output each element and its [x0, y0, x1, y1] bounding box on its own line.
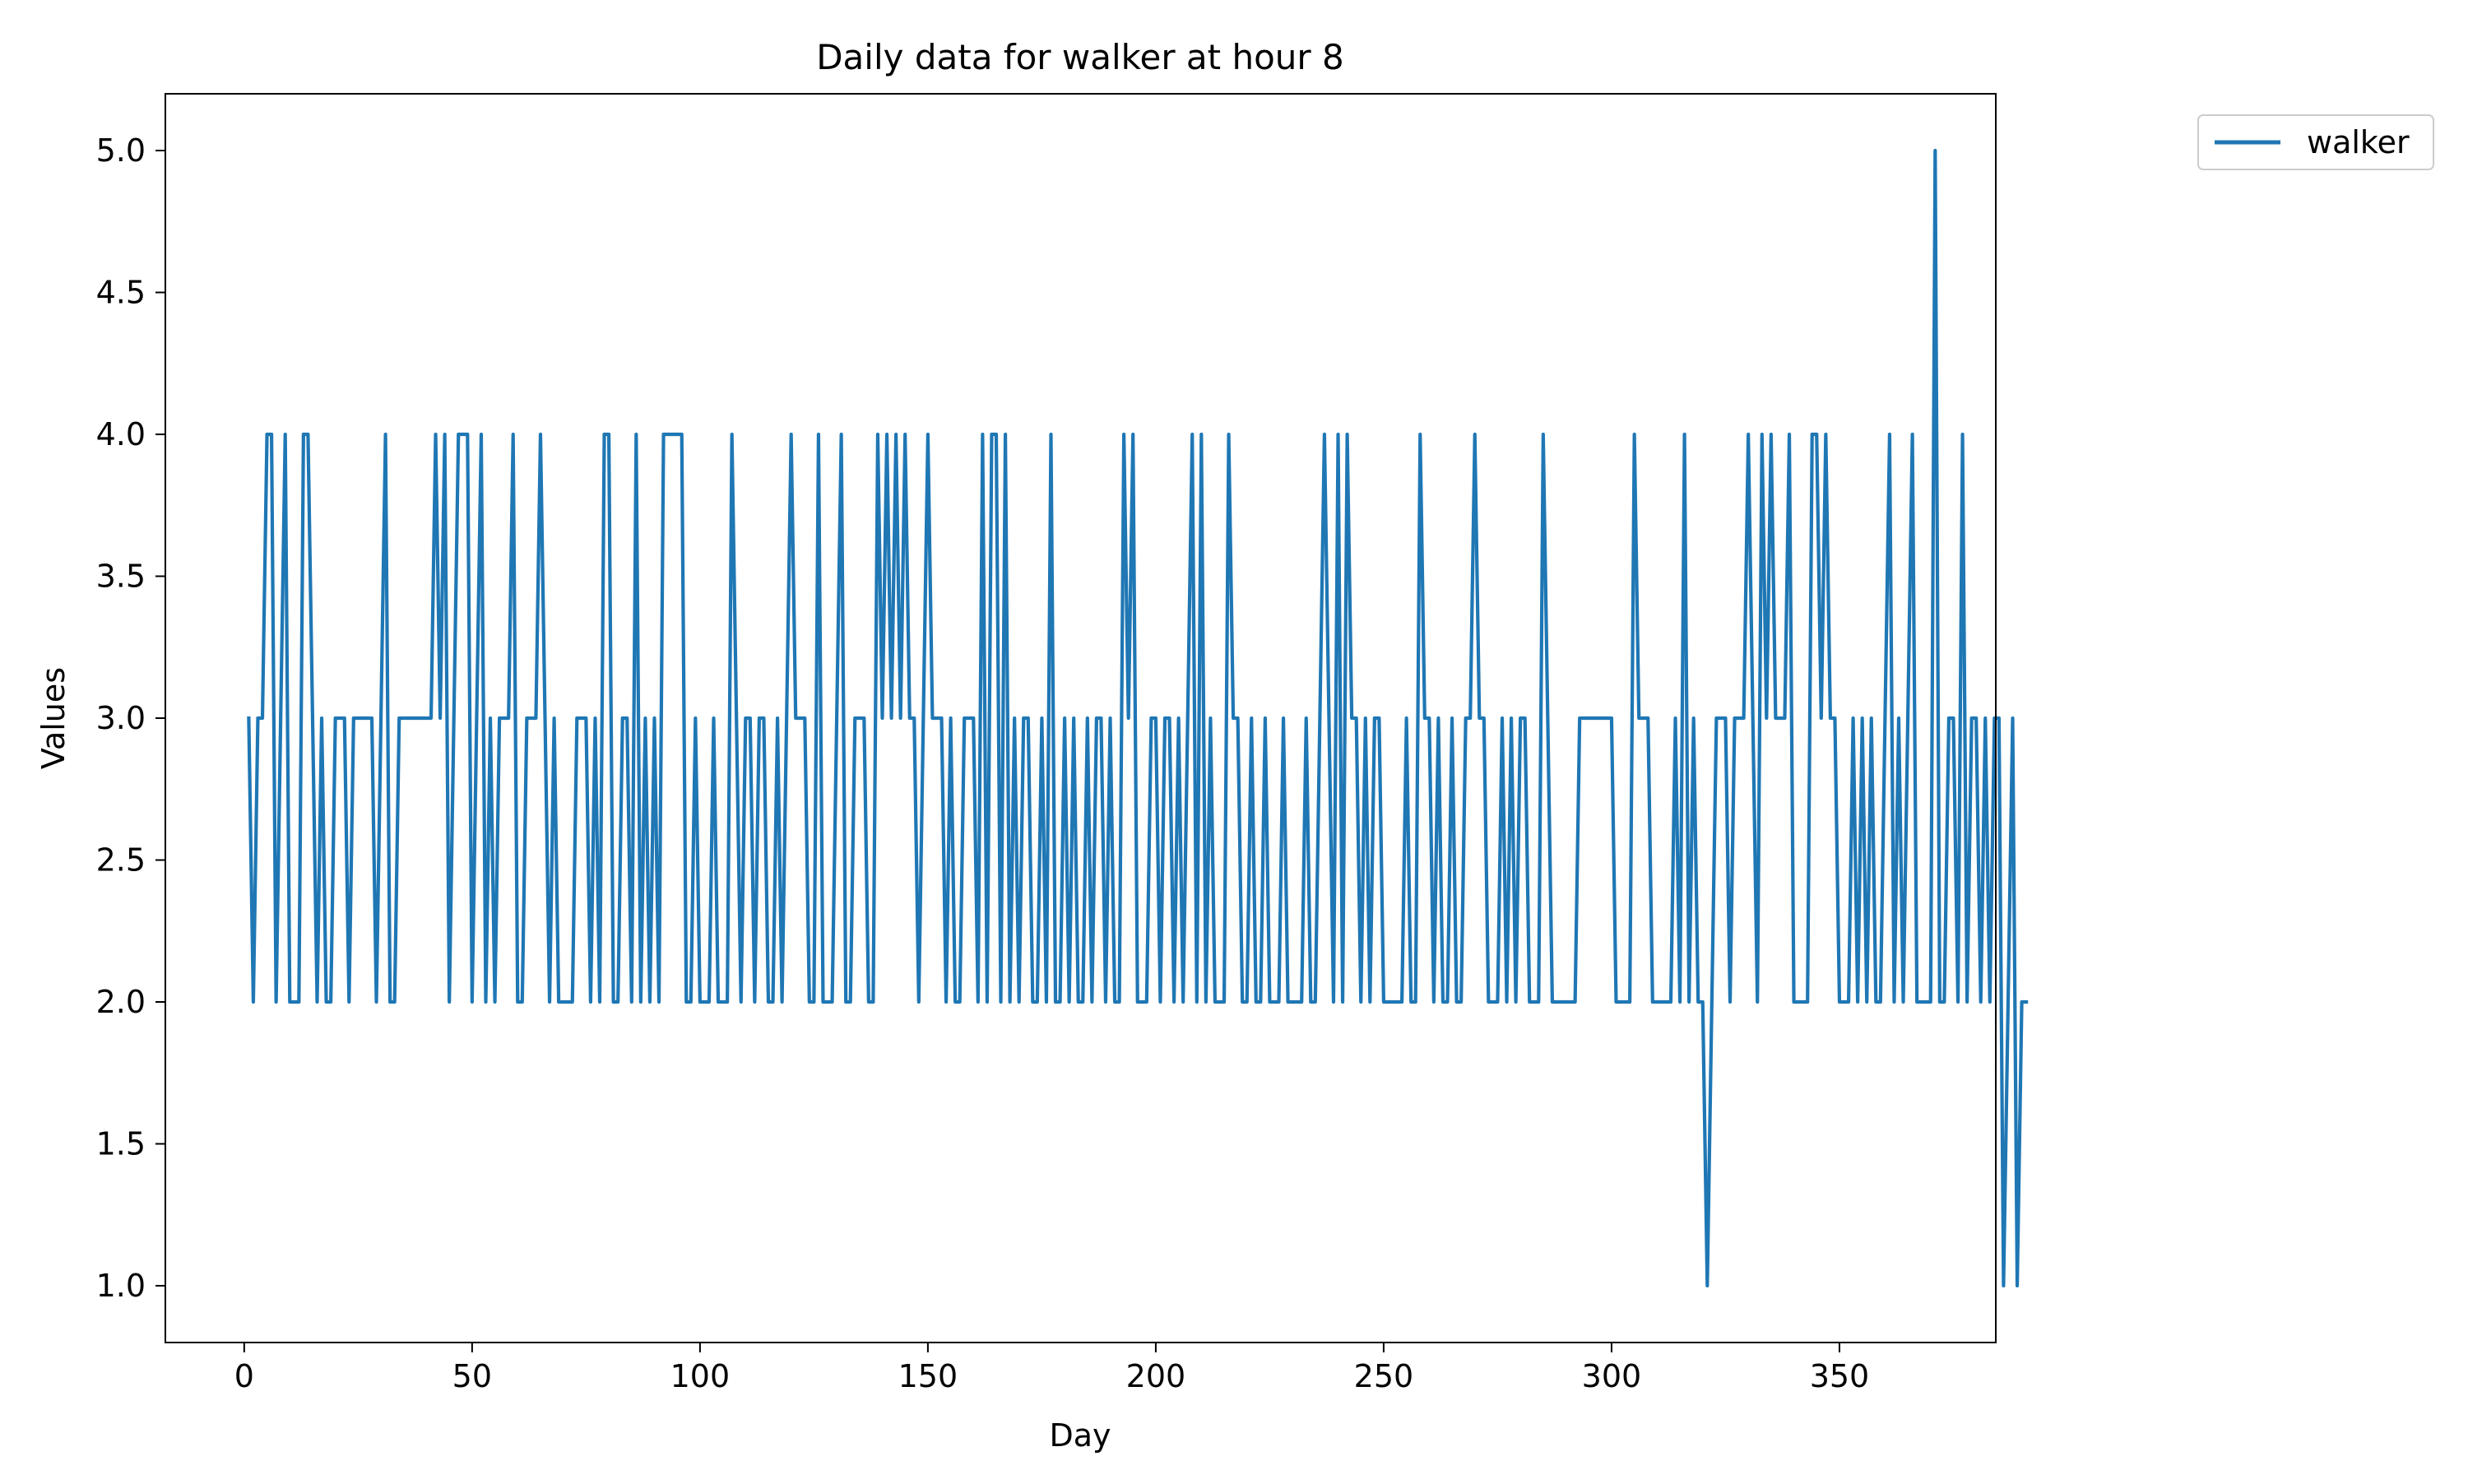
- y-axis-label: Values: [35, 667, 72, 769]
- x-axis-ticks: 0 50 100 150 200 250 300 350: [234, 1343, 1869, 1394]
- y-tick-label: 1.5: [96, 1126, 146, 1162]
- y-axis-ticks: 1.0 1.5 2.0 2.5 3.0 3.5 4.0 4.5 5.0: [96, 132, 165, 1304]
- x-tick-label: 0: [234, 1358, 254, 1394]
- y-tick-label: 4.5: [96, 275, 146, 311]
- x-tick-label: 50: [452, 1358, 492, 1394]
- legend-label-walker: walker: [2307, 124, 2410, 160]
- y-tick-label: 2.0: [96, 984, 146, 1020]
- legend-box: [2197, 114, 2434, 170]
- series-line-walker: [247, 148, 2029, 1288]
- x-tick-label: 150: [898, 1358, 958, 1394]
- y-tick-label: 3.5: [96, 559, 146, 595]
- x-tick-label: 200: [1126, 1358, 1186, 1394]
- y-tick-label: 2.5: [96, 842, 146, 879]
- chart-title: Daily data for walker at hour 8: [816, 37, 1344, 77]
- legend: walker: [2197, 114, 2434, 170]
- y-tick-label: 1.0: [96, 1268, 146, 1304]
- y-tick-label: 3.0: [96, 700, 146, 736]
- plot-layer: [247, 148, 2029, 1288]
- x-tick-label: 250: [1354, 1358, 1414, 1394]
- y-tick-label: 4.0: [96, 416, 146, 452]
- x-tick-label: 300: [1582, 1358, 1642, 1394]
- x-tick-label: 350: [1810, 1358, 1870, 1394]
- x-tick-label: 100: [670, 1358, 731, 1394]
- x-axis-label: Day: [1049, 1417, 1111, 1454]
- y-tick-label: 5.0: [96, 132, 146, 169]
